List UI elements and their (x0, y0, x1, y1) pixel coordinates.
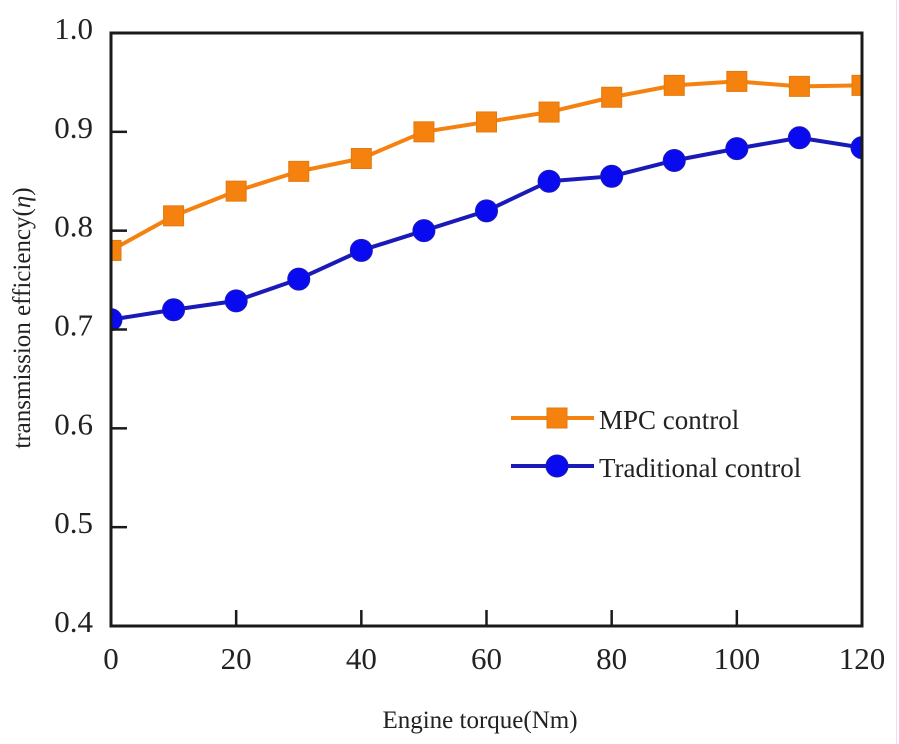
series-line-mpc (111, 81, 862, 250)
data-point-traditional (350, 239, 372, 261)
data-point-traditional (663, 149, 685, 171)
data-point-traditional (163, 299, 185, 321)
y-axis-label: transmission efficiency(η) (9, 187, 36, 448)
data-point-traditional (413, 220, 435, 242)
legend-marker-traditional (546, 455, 568, 477)
legend: MPC control Traditional control (511, 405, 801, 483)
y-axis-label-prefix: transmission efficiency( (9, 208, 36, 448)
data-point-traditional (788, 127, 810, 149)
data-point-mpc (789, 76, 809, 96)
data-point-mpc (351, 149, 371, 169)
y-tick-label: 0.8 (54, 209, 93, 244)
data-point-traditional (538, 170, 560, 192)
data-point-mpc (226, 181, 246, 201)
data-point-mpc (477, 112, 497, 132)
y-tick-label: 0.9 (54, 110, 93, 145)
y-tick-label: 0.4 (54, 604, 93, 639)
data-point-mpc (164, 206, 184, 226)
y-tick-label: 0.5 (54, 505, 93, 540)
x-tick-label: 120 (839, 641, 886, 676)
series-line-traditional (111, 138, 862, 320)
data-point-traditional (288, 268, 310, 290)
data-point-mpc (664, 75, 684, 95)
x-tick-label: 80 (596, 641, 627, 676)
legend-label-mpc: MPC control (599, 405, 739, 435)
x-tick-label: 0 (103, 641, 119, 676)
data-point-traditional (726, 138, 748, 160)
data-point-mpc (602, 87, 622, 107)
ticks-layer: 0 20 40 60 80 100 120 0.4 0.5 0.6 0.7 0.8 0.9 1.0 (54, 11, 885, 676)
x-tick-label: 20 (221, 641, 252, 676)
y-axis-label-symbol: η (9, 196, 36, 208)
y-tick-label: 0.7 (54, 308, 93, 343)
data-point-mpc (289, 161, 309, 181)
legend-label-traditional: Traditional control (599, 453, 801, 483)
data-point-traditional (476, 200, 498, 222)
y-axis-label-suffix: ) (9, 187, 36, 195)
series-layer (100, 71, 873, 330)
legend-marker-mpc (547, 408, 567, 428)
x-tick-label: 60 (471, 641, 502, 676)
data-point-mpc (539, 102, 559, 122)
x-axis-label: Engine torque(Nm) (382, 707, 577, 734)
data-point-traditional (601, 165, 623, 187)
x-tick-label: 40 (346, 641, 377, 676)
data-point-mpc (414, 122, 434, 142)
data-point-traditional (225, 290, 247, 312)
x-tick-label: 100 (714, 641, 761, 676)
y-tick-label: 0.6 (54, 406, 93, 441)
data-point-mpc (727, 71, 747, 91)
y-tick-label: 1.0 (54, 11, 93, 46)
